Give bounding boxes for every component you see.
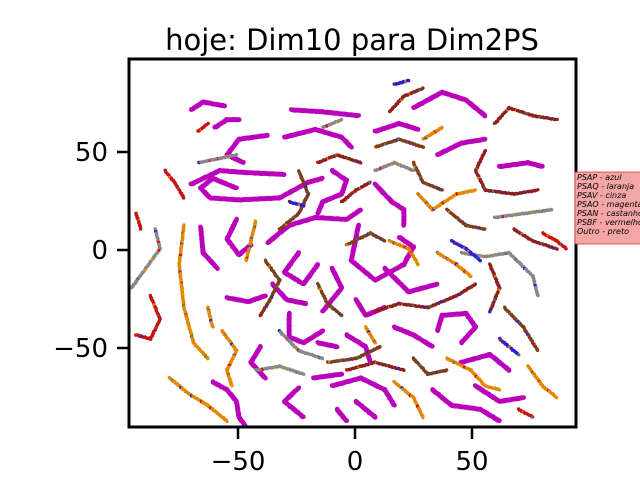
data-point (340, 313, 344, 318)
data-point (372, 415, 378, 420)
data-point (339, 372, 345, 377)
data-point (265, 133, 270, 138)
data-points (130, 78, 568, 427)
data-point (373, 341, 377, 345)
data-point (483, 227, 487, 231)
data-point (296, 385, 302, 391)
plot-area (130, 78, 568, 427)
data-point (440, 188, 444, 192)
data-point (540, 164, 545, 169)
data-point (430, 344, 435, 349)
data-point (497, 388, 501, 392)
data-point (555, 247, 559, 251)
data-point (415, 127, 421, 132)
data-point (303, 301, 309, 307)
data-point (358, 207, 363, 213)
data-point (382, 239, 387, 243)
data-point (215, 266, 220, 271)
data-point (440, 125, 444, 130)
data-point (236, 117, 242, 122)
data-point (482, 136, 488, 142)
data-point (349, 145, 354, 150)
data-point (521, 395, 526, 400)
data-point (297, 169, 301, 173)
data-point (421, 145, 426, 149)
data-point (334, 344, 340, 350)
data-point (469, 274, 473, 278)
data-point (244, 258, 248, 263)
data-point (344, 418, 350, 424)
data-point (211, 325, 215, 329)
data-point (130, 286, 134, 290)
data-point (416, 262, 420, 267)
data-point (359, 161, 363, 165)
data-point (421, 415, 425, 420)
data-point (356, 113, 362, 118)
data-point (320, 328, 326, 334)
data-point (225, 419, 229, 423)
data-point (222, 103, 227, 109)
data-point (396, 235, 402, 240)
data-point (315, 262, 321, 267)
data-point (402, 368, 406, 372)
data-point (320, 175, 325, 181)
data-point (258, 313, 262, 318)
data-point (320, 308, 325, 314)
data-point (473, 188, 477, 192)
data-point (506, 368, 512, 373)
data-point (421, 86, 425, 90)
data-point (230, 384, 234, 388)
data-point (263, 293, 268, 299)
data-point (459, 340, 464, 346)
data-point (234, 153, 239, 157)
data-point (535, 348, 540, 352)
data-point (206, 357, 210, 361)
data-point (392, 402, 397, 408)
data-point (320, 357, 325, 361)
data-point (263, 375, 268, 381)
data-point (281, 172, 287, 177)
data-point (554, 396, 559, 400)
data-point (555, 117, 559, 122)
data-point (434, 281, 440, 287)
data-point (444, 368, 449, 372)
data-point (378, 344, 382, 349)
data-point (368, 180, 372, 184)
data-point (401, 223, 406, 228)
data-point (473, 282, 477, 286)
data-point (536, 188, 540, 192)
data-point (497, 418, 502, 424)
data-point (315, 211, 321, 216)
chart-title: hoje: Dim10 para Dim2PS (165, 23, 539, 57)
data-point (488, 310, 492, 314)
data-point (482, 113, 488, 119)
